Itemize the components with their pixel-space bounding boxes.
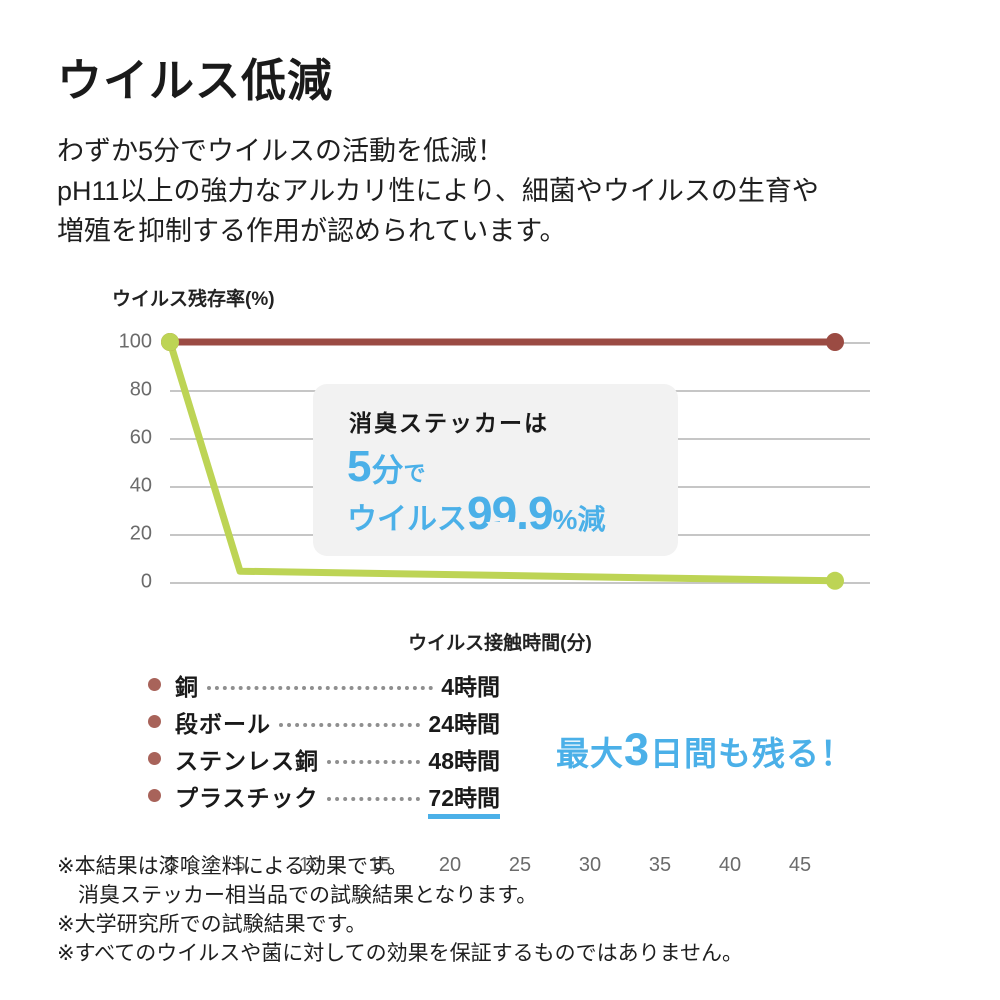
legend-item: 銅 4時間 <box>148 668 500 705</box>
max-days-prefix: 最大 <box>556 735 624 772</box>
legend-item: 段ボール 24時間 <box>148 705 500 742</box>
series-endpoint-marker <box>161 333 179 351</box>
callout-particle: で <box>403 461 426 486</box>
gridline <box>170 582 870 584</box>
legend-leader-dots <box>207 686 434 690</box>
series-endpoint-marker <box>826 333 844 351</box>
callout-minutes-unit: 分 <box>371 452 404 488</box>
legend-item-label: 段ボール <box>175 711 271 737</box>
x-tick-label: 20 <box>438 854 462 876</box>
y-tick-label: 20 <box>129 522 152 545</box>
legend-item-label: プラスチック <box>175 785 319 811</box>
y-tick-label: 40 <box>129 474 152 497</box>
max-days-highlight: 最大3日間も残る！ <box>556 724 854 776</box>
y-tick-label: 0 <box>140 570 152 593</box>
legend-dot-icon <box>148 715 161 728</box>
footnotes: ※本結果は漆喰塗料による効果です。 消臭ステッカー相当品での試験結果となります。… <box>57 855 744 965</box>
legend-item-value: 48時間 <box>428 748 500 774</box>
material-legend: 銅 4時間段ボール 24時間ステンレス銅 48時間プラスチック 72時間 <box>148 668 500 819</box>
legend-item-value: 4時間 <box>441 674 500 700</box>
callout-tail <box>486 522 520 540</box>
callout-virus-word: ウイルス <box>347 503 467 536</box>
legend-leader-dots <box>327 760 421 764</box>
x-tick-label: 0 <box>164 854 176 876</box>
legend-item-label: ステンレス銅 <box>175 748 319 774</box>
callout-percent-sign: % <box>552 504 578 535</box>
legend-leader-dots <box>279 723 421 727</box>
x-tick-label: 10 <box>298 854 322 876</box>
callout-minutes-line: 5分で <box>313 442 678 492</box>
legend-item-value: 72時間 <box>428 779 500 819</box>
x-tick-label: 40 <box>718 854 742 876</box>
max-days-number: 3 <box>624 724 651 775</box>
x-tick-label: 25 <box>508 854 532 876</box>
y-tick-label: 60 <box>129 426 152 449</box>
x-axis-title: ウイルス接触時間(分) <box>408 633 592 654</box>
chart-series <box>161 333 844 590</box>
series-line <box>166 338 839 585</box>
y-tick-label: 80 <box>129 378 152 401</box>
page-title: ウイルス低減 <box>57 55 334 106</box>
series-endpoint-marker <box>826 571 844 590</box>
x-tick-label: 30 <box>578 854 602 876</box>
legend-item: ステンレス銅 48時間 <box>148 742 500 779</box>
callout-lead-text: 消臭ステッカーは <box>349 410 549 436</box>
x-tick-label: 35 <box>648 854 672 876</box>
legend-dot-icon <box>148 789 161 802</box>
x-tick-label: 45 <box>788 854 812 876</box>
x-tick-label: 5 <box>234 854 246 876</box>
callout-reduction-line: ウイルス99.9%減 <box>313 486 678 540</box>
callout-reduce-word: 減 <box>577 504 606 535</box>
max-days-suffix: 日間も残る！ <box>650 735 855 772</box>
legend-item-value: 24時間 <box>428 711 500 737</box>
x-tick-label: 15 <box>368 854 392 876</box>
callout-minutes-number: 5 <box>347 442 372 491</box>
callout-box: 消臭ステッカーは 5分で ウイルス99.9%減 <box>313 384 678 556</box>
y-axis-title: ウイルス残存率(%) <box>112 289 275 310</box>
intro-paragraph: わずか5分でウイルスの活動を低減！ pH11以上の強力なアルカリ性により、細菌や… <box>57 136 819 246</box>
legend-leader-dots <box>326 797 421 801</box>
legend-item-label: 銅 <box>175 674 199 700</box>
y-tick-label: 100 <box>118 330 152 353</box>
legend-dot-icon <box>148 678 161 691</box>
legend-item: プラスチック 72時間 <box>148 779 500 819</box>
legend-dot-icon <box>148 752 161 765</box>
